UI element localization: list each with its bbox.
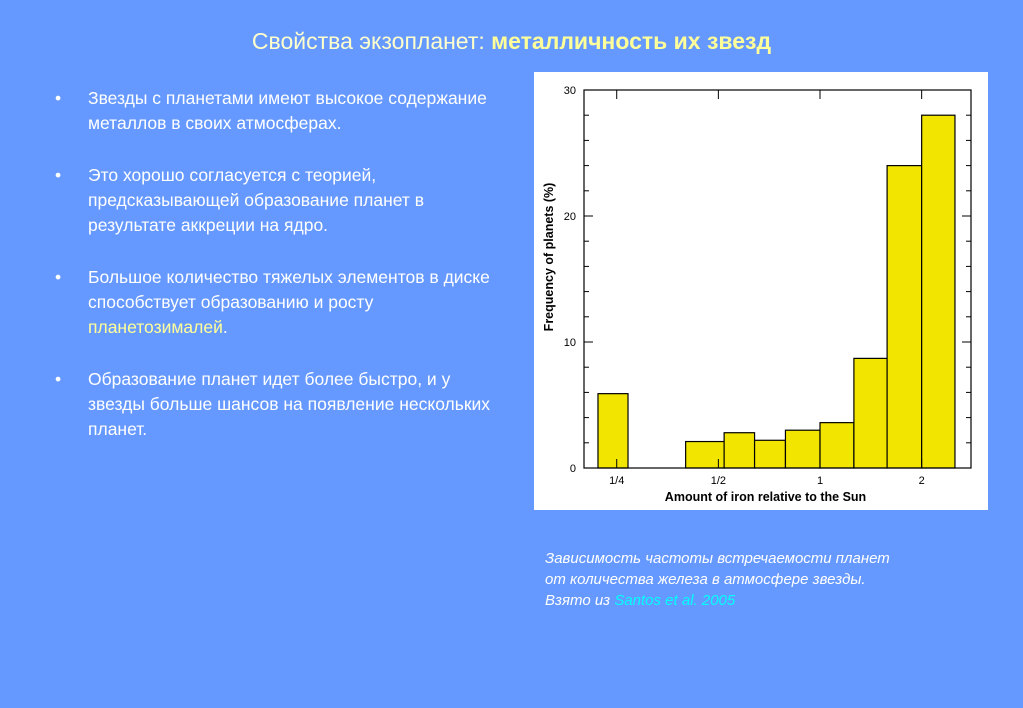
bullet-dot: • <box>55 369 62 389</box>
title-bold: металличность их звезд <box>491 28 772 54</box>
y-tick-label: 20 <box>564 211 576 223</box>
bullet-list: • Звезды с планетами имеют высокое содер… <box>55 86 500 469</box>
bullet-text: Большое количество тяжелых элементов в д… <box>88 267 490 312</box>
source-link[interactable]: Santos et al. 2005 <box>614 592 736 609</box>
chart-svg: 0 10 20 30 1/4 1/2 1 2 Amount of iron relative t… <box>542 85 972 504</box>
x-tick-label: 1/4 <box>609 475 624 487</box>
x-axis-label: Amount of iron relative to the Sun <box>665 490 866 504</box>
bullet-text: Образование планет идет более быстро, и … <box>88 369 491 439</box>
histogram-bar <box>886 164 923 469</box>
title-plain: Свойства экзопланет: <box>251 28 492 54</box>
histogram-bar <box>753 439 787 469</box>
histogram-bar <box>597 393 629 469</box>
histogram-bar <box>723 432 756 469</box>
metallicity-histogram: 0 10 20 30 1/4 1/2 1 2 Amount of iron relative t… <box>534 72 988 510</box>
histogram-bar <box>784 429 821 469</box>
caption-line: Зависимость частоты встречаемости планет <box>545 550 890 567</box>
planetesimal-link[interactable]: планетозималей <box>88 317 223 337</box>
bullet-dot: • <box>55 88 62 108</box>
plot-frame <box>583 89 972 469</box>
histogram-bar <box>921 114 956 469</box>
bullet-text: Звезды с планетами имеют высокое содержа… <box>88 88 487 133</box>
histogram-bar <box>853 357 888 469</box>
bullet-text: Это хорошо согласуется с теорией, предск… <box>88 165 425 235</box>
caption-line: Взято из Santos et al. 2005 <box>545 590 985 611</box>
x-tick-label: 1 <box>817 475 823 487</box>
bullet-text-end: . <box>222 317 228 337</box>
bullet-dot: • <box>55 165 62 185</box>
bullet-item: • Образование планет идет более быстро, … <box>55 367 500 442</box>
slide-title: Свойства экзопланет: металличность их зв… <box>0 28 1023 55</box>
y-tick-label: 10 <box>564 337 576 349</box>
caption-line: от количества железа в атмосфере звезды. <box>545 571 866 588</box>
y-axis-label: Frequency of planets (%) <box>542 183 556 332</box>
caption-prefix: Взято из <box>545 592 615 609</box>
bullet-item: • Большое количество тяжелых элементов в… <box>55 265 500 340</box>
bullet-dot: • <box>55 267 62 287</box>
histogram-bar <box>819 422 855 469</box>
bullet-item: • Это хорошо согласуется с теорией, пред… <box>55 163 500 238</box>
x-tick-label: 2 <box>919 475 925 487</box>
y-tick-label: 30 <box>564 85 576 97</box>
bullet-item: • Звезды с планетами имеют высокое содер… <box>55 86 500 136</box>
x-tick-label: 1/2 <box>711 475 726 487</box>
y-tick-label: 0 <box>570 463 576 475</box>
figure-caption: Зависимость частоты встречаемости планет… <box>545 548 985 611</box>
